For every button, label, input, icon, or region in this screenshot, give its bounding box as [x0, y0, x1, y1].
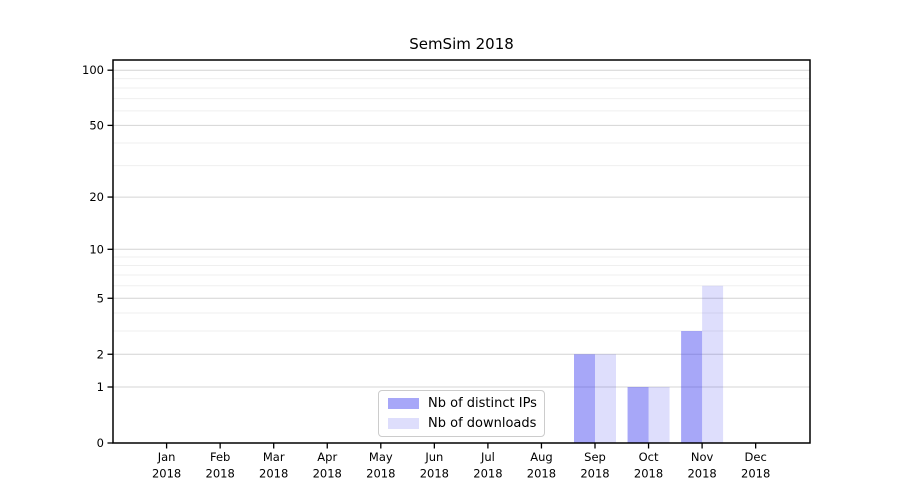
legend-label-downloads: Nb of downloads: [428, 416, 537, 431]
y-tick-label: 10: [89, 242, 104, 256]
axes-box: [112, 59, 811, 444]
bar-downloads: [648, 387, 670, 443]
y-tick-label: 20: [89, 190, 104, 204]
bar-distinct-ips: [681, 331, 703, 443]
bar-distinct-ips: [574, 354, 595, 443]
y-tick-label: 0: [97, 436, 104, 450]
y-tick-label: 5: [97, 291, 104, 305]
legend-item-distinct-ips: Nb of distinct IPs: [388, 396, 537, 411]
legend-swatch-downloads-icon: [388, 418, 419, 429]
x-tick-label: Jun 2018: [420, 450, 449, 481]
x-tick-label: Jul 2018: [473, 450, 502, 481]
x-tick-label: Nov 2018: [687, 450, 716, 481]
x-tick-label: Oct 2018: [634, 450, 663, 481]
x-tick-label: Dec 2018: [741, 450, 770, 481]
x-tick-label: May 2018: [366, 450, 395, 481]
y-tick-label: 2: [97, 347, 104, 361]
x-tick-label: Aug 2018: [527, 450, 556, 481]
chart-title: SemSim 2018: [409, 35, 514, 53]
bar-distinct-ips: [627, 387, 649, 443]
legend-item-downloads: Nb of downloads: [388, 416, 537, 431]
legend-swatch-distinct-ips-icon: [388, 398, 419, 409]
y-tick-label: 1: [97, 380, 104, 394]
x-tick-label: Jan 2018: [152, 450, 181, 481]
bar-downloads: [595, 354, 616, 443]
y-tick-label: 100: [82, 63, 104, 77]
bar-downloads: [702, 285, 724, 443]
legend: Nb of distinct IPs Nb of downloads: [378, 390, 545, 437]
x-tick-label: Feb 2018: [206, 450, 235, 481]
y-tick-label: 50: [89, 118, 104, 132]
x-tick-label: Mar 2018: [259, 450, 288, 481]
x-tick-label: Sep 2018: [580, 450, 609, 481]
x-tick-label: Apr 2018: [313, 450, 342, 481]
legend-label-distinct-ips: Nb of distinct IPs: [428, 396, 537, 411]
